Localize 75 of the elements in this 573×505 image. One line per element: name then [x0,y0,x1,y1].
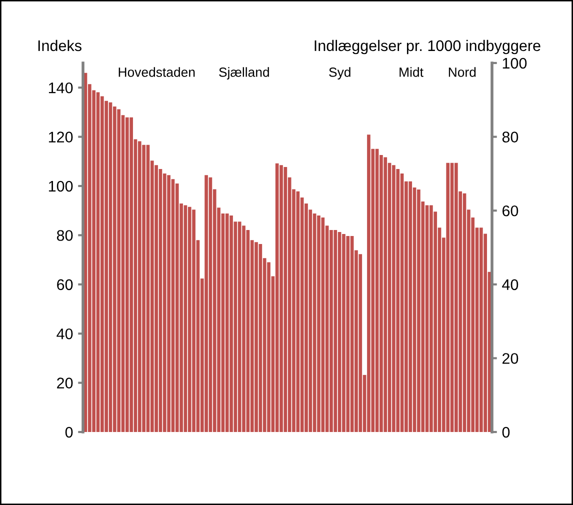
y-tick-label: 60 [57,279,73,290]
annotation: Midt [400,67,424,77]
bar [367,134,370,432]
bar [375,148,379,432]
annotation: Hovedstaden [118,67,195,77]
bar [254,242,258,432]
y-tick-label: 100 [48,180,73,192]
bar [230,216,233,432]
bar [417,189,420,432]
bar [96,92,100,432]
bar [462,193,466,432]
bar [284,167,288,432]
bar [321,217,325,432]
bar [208,177,212,432]
bar [334,230,338,432]
bar [400,173,404,432]
bar [350,236,354,432]
y-tick-label: 120 [48,132,73,142]
y2-tick-label: 0 [502,426,510,438]
bar [446,162,450,432]
bar [117,109,120,432]
bar [108,102,112,432]
bar [425,205,429,432]
bar [238,222,242,432]
y2-tick-label: 80 [502,132,518,142]
bar [430,205,433,432]
bar [125,117,129,432]
bar [158,169,162,432]
bar [280,165,283,432]
bar [192,210,196,432]
bar [162,173,166,432]
bar [142,144,146,432]
bar [225,214,229,432]
y-tick-label: 40 [56,328,73,340]
bar [408,181,412,432]
bar [138,141,142,432]
bar [167,175,170,432]
bar [188,206,192,432]
annotation: Syd [329,67,350,80]
annotation: Nord [448,67,476,77]
y2-tick-label: 40 [502,279,518,290]
bar [317,216,320,432]
bar [396,169,400,432]
bar [112,106,116,432]
bar [346,236,350,432]
y2-axis-title: Indlæggelser pr. 1000 indbyggere [314,40,540,54]
bar [312,214,316,432]
bar [204,175,208,432]
bar [146,144,150,432]
bar [171,179,175,432]
bar [275,163,279,432]
y2-tick-label: 100 [502,58,527,69]
bar [338,232,342,432]
bar [480,228,483,432]
bar [184,205,188,432]
y2-tick-label: 20 [502,353,518,364]
bar [267,262,270,432]
bar [130,117,133,432]
bar [342,234,346,432]
y-axis-title: Indeks [38,40,82,52]
bar [454,162,458,432]
y-tick-label: 80 [56,230,73,241]
bar [258,244,262,432]
bar [392,165,396,432]
y-tick-label: 140 [48,82,73,94]
bar [384,157,388,432]
y2-tick-label: 60 [502,205,518,216]
bar [358,254,362,432]
annotation: Sjælland [219,67,269,80]
bar [100,96,104,432]
y-tick-label: 20 [57,378,73,388]
bar [296,191,300,432]
bar [242,226,246,432]
y-tick-label: 0 [65,426,73,438]
bar [450,162,454,432]
